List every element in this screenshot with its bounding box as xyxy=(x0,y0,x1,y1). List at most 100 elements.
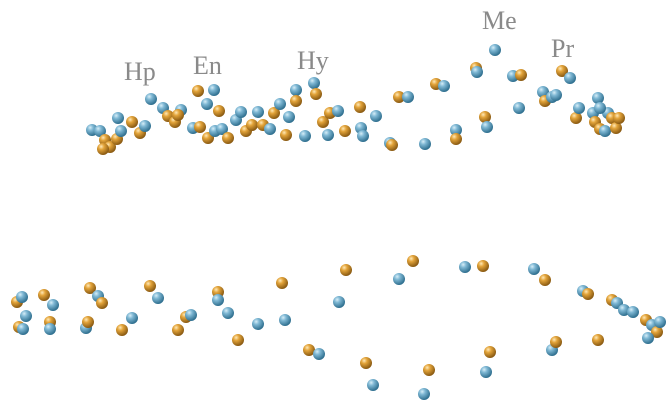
blue-atom-sphere xyxy=(450,124,462,136)
blue-atom-sphere xyxy=(17,323,29,335)
blue-atom-sphere xyxy=(528,263,540,275)
gold-atom-sphere xyxy=(556,65,568,77)
gold-atom-sphere xyxy=(610,122,622,134)
gold-atom-sphere xyxy=(213,105,225,117)
blue-atom-sphere xyxy=(537,86,549,98)
blue-atom-sphere xyxy=(283,111,295,123)
blue-atom-sphere xyxy=(44,323,56,335)
blue-atom-sphere xyxy=(252,106,264,118)
blue-atom-sphere xyxy=(594,102,606,114)
gold-atom-sphere xyxy=(268,107,280,119)
gold-atom-sphere xyxy=(570,112,582,124)
gold-atom-sphere xyxy=(393,91,405,103)
blue-atom-sphere xyxy=(112,112,124,124)
blue-atom-sphere xyxy=(481,121,493,133)
gold-atom-sphere xyxy=(582,288,594,300)
label-me: Me xyxy=(482,6,517,35)
blue-atom-sphere xyxy=(252,318,264,330)
blue-atom-sphere xyxy=(654,316,666,328)
blue-atom-sphere xyxy=(201,98,213,110)
blue-atom-sphere xyxy=(402,91,414,103)
blue-atom-sphere xyxy=(459,261,471,273)
gold-atom-sphere xyxy=(84,282,96,294)
blue-atom-sphere xyxy=(419,138,431,150)
blue-atom-sphere xyxy=(642,332,654,344)
gold-atom-sphere xyxy=(539,274,551,286)
blue-atom-sphere xyxy=(332,105,344,117)
gold-atom-sphere xyxy=(651,326,663,338)
blue-atom-sphere xyxy=(126,312,138,324)
gold-atom-sphere xyxy=(276,277,288,289)
blue-atom-sphere xyxy=(185,309,197,321)
blue-atom-sphere xyxy=(216,123,228,135)
blue-atom-sphere xyxy=(313,348,325,360)
lower-atom-chain xyxy=(11,255,666,400)
blue-atom-sphere xyxy=(208,84,220,96)
blue-atom-sphere xyxy=(274,98,286,110)
gold-atom-sphere xyxy=(450,133,462,145)
blue-atom-sphere xyxy=(145,93,157,105)
label-en: En xyxy=(193,51,222,80)
label-hy: Hy xyxy=(297,46,329,75)
gold-atom-sphere xyxy=(477,260,489,272)
blue-atom-sphere xyxy=(573,102,585,114)
gold-atom-sphere xyxy=(172,324,184,336)
gold-atom-sphere xyxy=(484,346,496,358)
gold-atom-sphere xyxy=(592,334,604,346)
blue-atom-sphere xyxy=(16,291,28,303)
gold-atom-sphere xyxy=(317,116,329,128)
gold-atom-sphere xyxy=(515,69,527,81)
gold-atom-sphere xyxy=(290,95,302,107)
gold-atom-sphere xyxy=(479,111,491,123)
blue-atom-sphere xyxy=(393,273,405,285)
label-pr: Pr xyxy=(551,34,574,63)
gold-atom-sphere xyxy=(423,364,435,376)
gold-atom-sphere xyxy=(613,112,625,124)
blue-atom-sphere xyxy=(357,130,369,142)
gold-atom-sphere xyxy=(280,129,292,141)
gold-atom-sphere xyxy=(126,116,138,128)
blue-atom-sphere xyxy=(279,314,291,326)
blue-atom-sphere xyxy=(222,307,234,319)
label-hp: Hp xyxy=(124,57,156,86)
blue-atom-sphere xyxy=(212,294,224,306)
blue-atom-sphere xyxy=(299,130,311,142)
blue-atom-sphere xyxy=(618,304,630,316)
blue-atom-sphere xyxy=(115,125,127,137)
blue-atom-sphere xyxy=(20,310,32,322)
gold-atom-sphere xyxy=(310,88,322,100)
blue-atom-sphere xyxy=(480,366,492,378)
gold-atom-sphere xyxy=(360,357,372,369)
blue-atom-sphere xyxy=(370,110,382,122)
gold-atom-sphere xyxy=(386,139,398,151)
blue-atom-sphere xyxy=(489,44,501,56)
gold-atom-sphere xyxy=(97,143,109,155)
blue-atom-sphere xyxy=(290,84,302,96)
blue-atom-sphere xyxy=(627,306,639,318)
gold-atom-sphere xyxy=(354,101,366,113)
gold-atom-sphere xyxy=(303,344,315,356)
blue-atom-sphere xyxy=(367,379,379,391)
blue-atom-sphere xyxy=(47,299,59,311)
gold-atom-sphere xyxy=(246,119,258,131)
blue-atom-sphere xyxy=(333,296,345,308)
blue-atom-sphere xyxy=(322,129,334,141)
blue-atom-sphere xyxy=(471,66,483,78)
blue-atom-sphere xyxy=(308,77,320,89)
blue-atom-sphere xyxy=(235,106,247,118)
gold-atom-sphere xyxy=(144,280,156,292)
blue-atom-sphere xyxy=(592,92,604,104)
blue-atom-sphere xyxy=(513,102,525,114)
blue-atom-sphere xyxy=(550,89,562,101)
blue-atom-sphere xyxy=(564,72,576,84)
gold-atom-sphere xyxy=(550,336,562,348)
upper-atom-chain xyxy=(86,44,625,155)
gold-atom-sphere xyxy=(222,132,234,144)
gold-atom-sphere xyxy=(172,109,184,121)
gold-atom-sphere xyxy=(407,255,419,267)
blue-atom-sphere xyxy=(418,388,430,400)
gold-atom-sphere xyxy=(96,297,108,309)
blue-atom-sphere xyxy=(94,125,106,137)
gold-atom-sphere xyxy=(194,121,206,133)
